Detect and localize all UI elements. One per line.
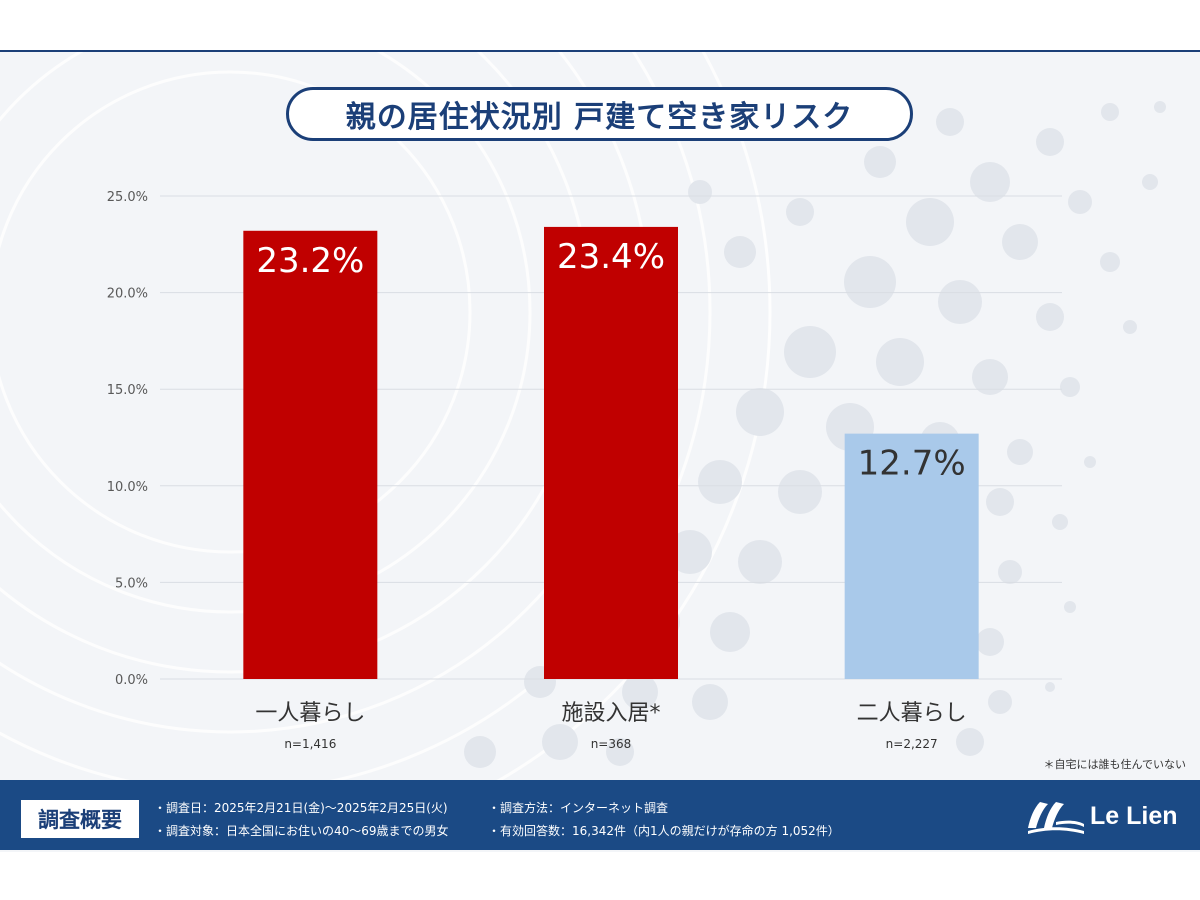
survey-summary-badge: 調査概要: [21, 800, 139, 838]
y-tick-label: 25.0%: [107, 190, 148, 205]
data-label: 23.4%: [557, 237, 665, 277]
chart-title-box: 親の居住状況別 戸建て空き家リスク: [286, 87, 913, 141]
bar: [243, 230, 378, 679]
le-lien-logo-icon: [1028, 802, 1084, 834]
x-tick-label: 二人暮らし: [857, 701, 967, 726]
logo-text: Le Lien: [1090, 802, 1178, 830]
y-tick-label: 5.0%: [115, 576, 148, 591]
sample-size-label: n=368: [591, 737, 632, 751]
survey-date: ・調査日：2025年2月21日(金)～2025年2月25日(火): [154, 801, 448, 815]
chart-title: 親の居住状況別 戸建て空き家リスク: [345, 100, 854, 135]
survey-target: ・調査対象：日本全国にお住いの40～69歳までの男女: [154, 824, 449, 838]
x-tick-label: 一人暮らし: [255, 701, 365, 726]
bar-chart: 0.0% 5.0% 10.0% 15.0% 20.0% 25.0% 23.2% 一人暮らし n=…: [107, 190, 1062, 751]
bar: [544, 226, 678, 680]
y-tick-label: 10.0%: [107, 480, 148, 495]
survey-responses: ・有効回答数：16,342件（内1人の親だけが存命の方 1,052件）: [488, 824, 840, 838]
survey-method: ・調査方法：インターネット調査: [488, 801, 669, 815]
sample-size-label: n=2,227: [886, 737, 938, 751]
x-tick-label: 施設入居*: [561, 701, 660, 726]
data-label: 23.2%: [256, 241, 364, 281]
le-lien-logo: Le Lien: [1026, 798, 1186, 838]
sample-size-label: n=1,416: [284, 737, 336, 751]
bar: [844, 433, 979, 679]
y-tick-label: 20.0%: [107, 287, 148, 302]
data-label: 12.7%: [858, 444, 966, 484]
footnote: ＊自宅には誰も住んでいない: [1043, 758, 1186, 771]
y-tick-label: 0.0%: [115, 673, 148, 688]
survey-footer: 調査概要 ・調査日：2025年2月21日(金)～2025年2月25日(火) ・調…: [0, 780, 1200, 850]
y-tick-label: 15.0%: [107, 383, 148, 398]
